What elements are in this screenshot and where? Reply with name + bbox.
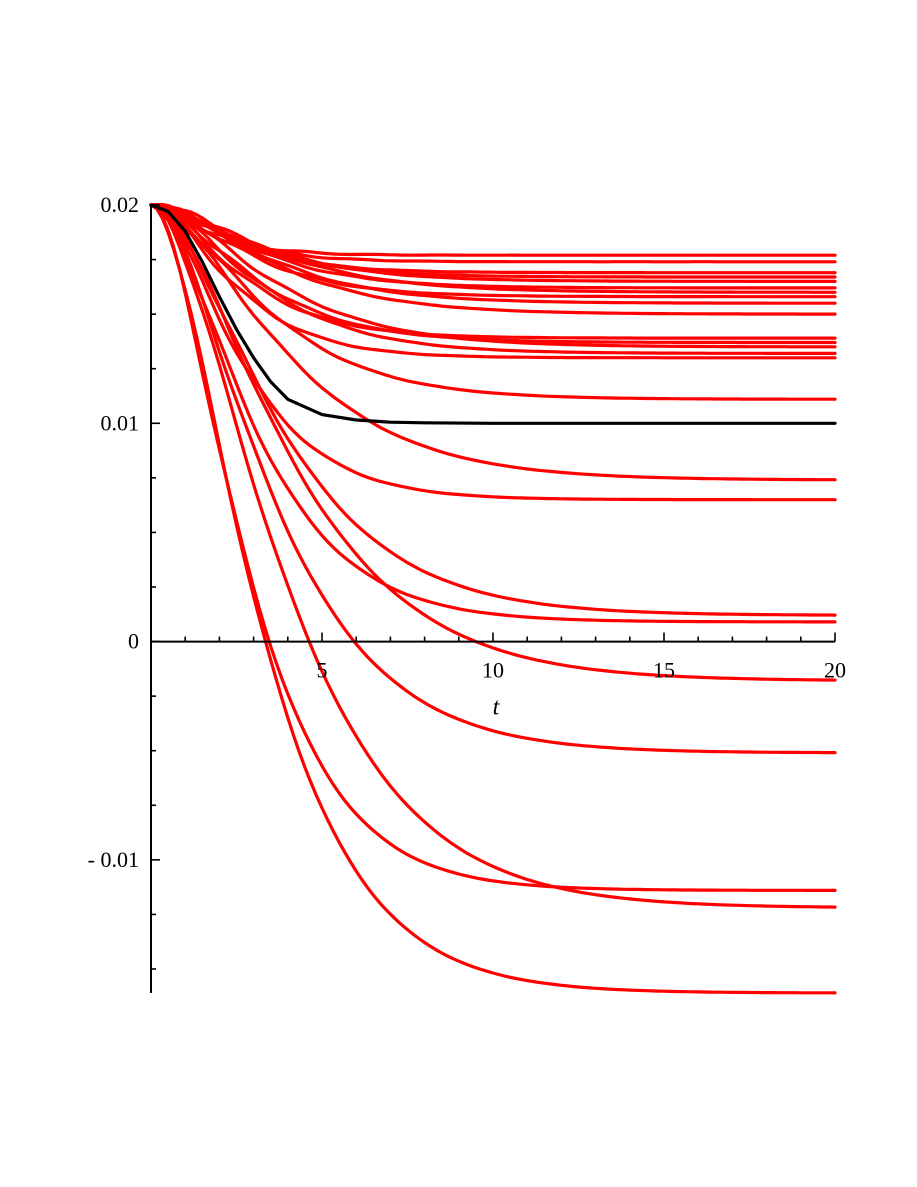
trajectory-line [149,203,837,909]
trajectory-line [149,203,837,355]
trajectory-line [149,203,837,624]
trajectory-line [149,203,837,995]
mean-line [149,203,837,425]
trajectory-line [149,203,837,682]
trajectory-line [149,203,837,316]
x-tick-label: 5 [317,658,328,683]
x-tick-label: 15 [653,658,675,683]
trajectory-line [149,203,837,482]
trajectory-line [149,203,837,617]
trajectory-line [149,203,837,290]
x-tick-label: 20 [824,658,846,683]
x-tick-label: 10 [482,658,504,683]
tick-labels: 5 10 15 20 0.02 0.01 0 - 0.01 [88,192,846,872]
trajectory-line [149,203,837,294]
y-tick-label: 0 [128,629,139,654]
trajectory-line [149,203,837,279]
trajectory-line [149,203,837,340]
trajectory-line [149,203,837,299]
y-tick-label: - 0.01 [88,847,139,872]
x-axis-title: t [493,695,501,721]
trajectory-line [149,203,837,755]
trajectory-line [149,203,837,401]
trajectory-line [149,203,837,349]
y-tick-label: 0.01 [101,410,140,435]
trajectory-line [149,203,837,893]
y-tick-label: 0.02 [101,192,140,217]
series-layer [149,202,837,995]
ticks [151,204,836,970]
